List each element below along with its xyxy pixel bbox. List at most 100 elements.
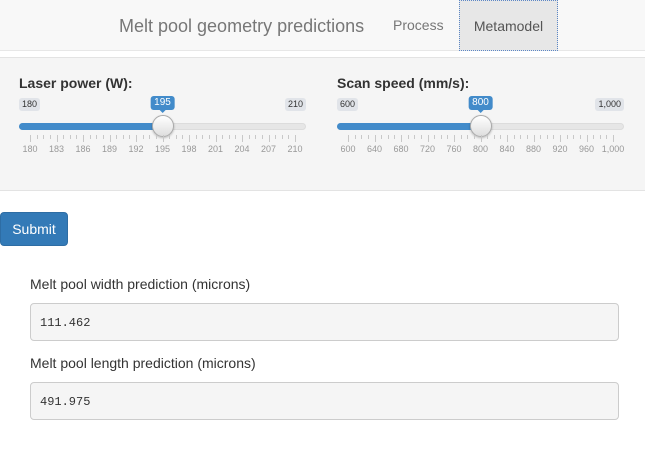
tab-metamodel[interactable]: Metamodel [459, 0, 558, 51]
slider-minor-tick [142, 135, 144, 139]
slider-minor-tick [414, 135, 416, 139]
slider-tick [533, 135, 535, 142]
slider-minor-tick [208, 135, 210, 139]
slider-minor-tick [36, 135, 38, 139]
slider-tick-label: 920 [552, 144, 568, 154]
slider-handle[interactable] [151, 115, 174, 137]
slider-minor-tick [175, 135, 177, 139]
slider-minor-tick [275, 135, 277, 139]
slider-tick-label: 189 [101, 144, 118, 154]
length-prediction-output: 491.975 [30, 382, 619, 420]
slider-minor-tick [102, 135, 104, 139]
slider-minor-tick [281, 135, 283, 139]
slider-tick-label: 204 [234, 144, 250, 154]
slider-minor-tick [473, 135, 475, 139]
slider-value-label: 800 [468, 96, 493, 113]
slider-minor-tick [222, 135, 224, 139]
slider-tick [56, 135, 58, 142]
slider-tick [136, 135, 137, 142]
slider-minor-tick [434, 135, 436, 139]
input-panel: Laser power (W): 180 210 195 180 183 186 18… [0, 57, 645, 191]
slider-tick-label: 760 [446, 144, 462, 154]
slider-minor-tick [381, 135, 383, 139]
slider-minor-tick [255, 135, 257, 139]
slider-tick-label: 880 [525, 144, 542, 154]
slider-minor-tick [49, 135, 51, 139]
slider-minor-tick [487, 135, 489, 139]
slider-tick [586, 135, 588, 142]
scan-speed-slider[interactable]: 600 1,000 800 600 640 680 720 760 800 840 880 92… [337, 94, 624, 154]
slider-tick-label: 600 [340, 144, 356, 154]
slider-tick-label: 201 [207, 144, 224, 154]
slider-max-label: 210 [284, 98, 306, 111]
slider-tick-label: 720 [419, 144, 436, 154]
slider-minor-tick [288, 135, 290, 139]
slider-tick-label: 1,000 [601, 144, 625, 154]
slider-minor-tick [394, 135, 396, 139]
slider-minor-tick [69, 135, 71, 139]
slider-tick-label: 800 [472, 144, 489, 154]
scan-speed-label: Scan speed (mm/s): [337, 75, 470, 91]
slider-minor-tick [440, 135, 442, 139]
slider-fill [337, 123, 481, 130]
width-prediction-label: Melt pool width prediction (microns) [30, 276, 251, 292]
slider-tick-label: 192 [128, 144, 144, 154]
laser-power-label: Laser power (W): [19, 75, 133, 91]
slider-minor-tick [593, 135, 595, 139]
slider-tick [480, 135, 482, 142]
slider-minor-tick [155, 135, 157, 139]
slider-tick-label: 680 [393, 144, 409, 154]
slider-min-label: 600 [337, 98, 359, 111]
app-title: Melt pool geometry predictions [119, 16, 365, 36]
slider-tick [83, 135, 84, 142]
laser-power-slider[interactable]: 180 210 195 180 183 186 189 192 195 198 201 204 2… [19, 94, 306, 154]
slider-tick [162, 135, 164, 142]
slider-tick-label: 180 [22, 144, 38, 154]
slider-minor-tick [566, 135, 568, 139]
slider-max-label: 1,000 [595, 98, 624, 111]
slider-minor-tick [195, 135, 197, 139]
slider-tick-label: 198 [181, 144, 197, 154]
slider-tick-label: 210 [287, 144, 303, 154]
slider-tick-label: 195 [154, 144, 171, 154]
slider-tick [30, 135, 31, 142]
slider-minor-tick [122, 135, 124, 139]
slider-tick [242, 135, 243, 142]
submit-button[interactable]: Submit [0, 212, 68, 246]
slider-tick [427, 135, 429, 142]
slider-minor-tick [579, 135, 581, 139]
slider-minor-tick [460, 135, 462, 139]
slider-minor-tick [116, 135, 118, 139]
slider-minor-tick [169, 135, 171, 139]
tab-process[interactable]: Process [393, 17, 444, 33]
slider-minor-tick [235, 135, 237, 139]
slider-minor-tick [513, 135, 515, 139]
slider-minor-tick [354, 135, 356, 139]
slider-tick [189, 135, 190, 142]
slider-tick [295, 135, 296, 142]
slider-tick [454, 135, 455, 142]
slider-minor-tick [63, 135, 65, 139]
slider-minor-tick [248, 135, 250, 139]
slider-tick [613, 135, 614, 142]
slider-tick [507, 135, 508, 142]
slider-tick-label: 640 [366, 144, 383, 154]
slider-minor-tick [553, 135, 555, 139]
slider-minor-tick [407, 135, 409, 139]
slider-minor-tick [520, 135, 522, 139]
slider-tick [348, 135, 349, 142]
slider-minor-tick [447, 135, 449, 139]
slider-minor-tick [361, 135, 363, 139]
slider-handle[interactable] [469, 115, 492, 137]
slider-minor-tick [89, 135, 91, 139]
slider-minor-tick [387, 135, 389, 139]
slider-tick [215, 135, 217, 142]
slider-minor-tick [599, 135, 601, 139]
slider-minor-tick [202, 135, 204, 139]
navbar: Melt pool geometry predictions Process M… [0, 0, 645, 51]
slider-tick [109, 135, 111, 142]
slider-tick [374, 135, 376, 142]
slider-minor-tick [129, 135, 131, 139]
slider-minor-tick [573, 135, 575, 139]
width-prediction-output: 111.462 [30, 303, 619, 341]
